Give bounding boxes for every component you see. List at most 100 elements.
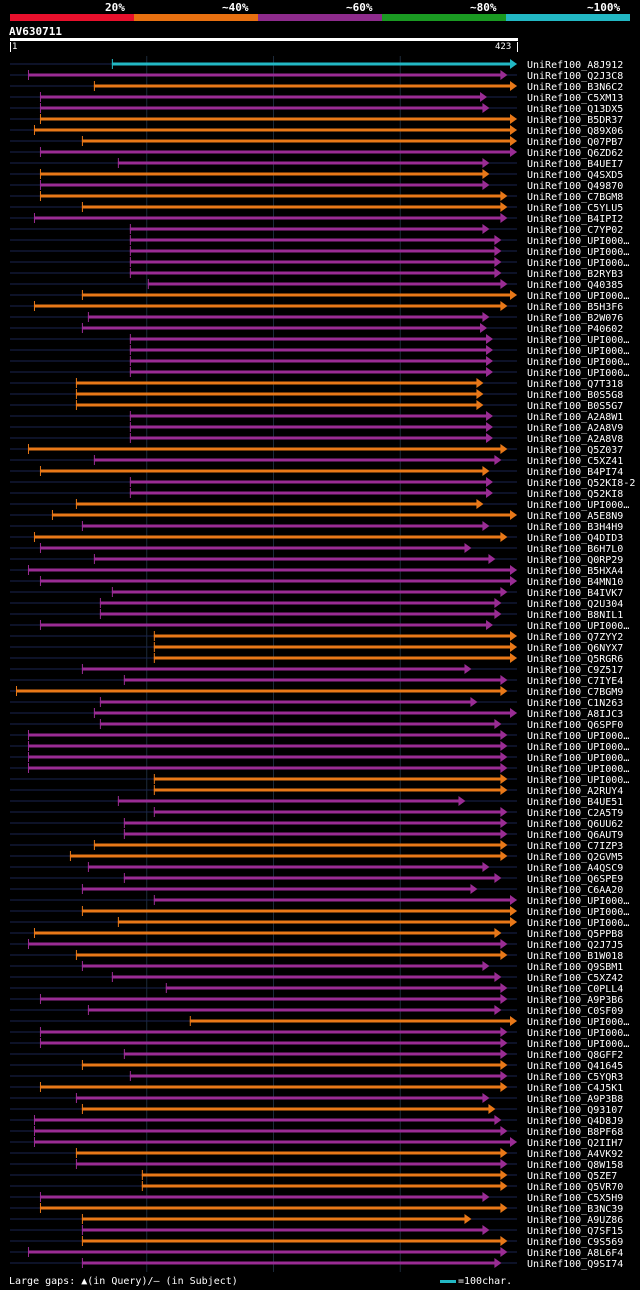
hit-bar [129, 1074, 502, 1078]
hit-name: UniRef100_UPI000… [527, 1017, 629, 1028]
hit-bar [39, 117, 511, 121]
hit-arrow [486, 620, 494, 630]
hit-arrow [470, 884, 478, 894]
hit-start-tick [141, 1170, 143, 1180]
hit-name: UniRef100_UPI000… [527, 621, 629, 632]
hit-name: UniRef100_B4MN10 [527, 577, 623, 588]
hit-name: UniRef100_B5HXA4 [527, 566, 623, 577]
hit-bar [123, 821, 502, 825]
hit-arrow [500, 213, 508, 223]
hit-start-tick [93, 81, 95, 91]
hit-bar [81, 293, 512, 297]
hit-bar [39, 194, 502, 198]
hit-arrow [500, 279, 508, 289]
hit-arrow [494, 455, 502, 465]
hit-arrow [494, 719, 502, 729]
hit-bar [81, 1261, 496, 1265]
hit-name: UniRef100_A8IJC3 [527, 709, 623, 720]
hit-name: UniRef100_C2A5T9 [527, 808, 623, 819]
hit-name: UniRef100_Q4DID3 [527, 533, 623, 544]
hit-name: UniRef100_Q8GFF2 [527, 1050, 623, 1061]
hit-bar [33, 1129, 502, 1133]
hit-name: UniRef100_C5X5H9 [527, 1193, 623, 1204]
hit-name: UniRef100_B3N6C2 [527, 82, 623, 93]
hit-start-tick [39, 1082, 41, 1092]
hit-arrow [482, 466, 490, 476]
hit-start-tick [147, 279, 149, 289]
hit-name: UniRef100_UPI000… [527, 236, 629, 247]
hit-start-tick [75, 400, 77, 410]
scale-label: 20% [105, 1, 125, 14]
scale-legend-label: =100char. [458, 1276, 513, 1287]
hit-arrow [500, 950, 508, 960]
hit-bar [81, 205, 502, 209]
scale-swatch [440, 1279, 456, 1283]
hit-bar [129, 491, 488, 495]
hit-bar [39, 1206, 502, 1210]
hit-arrow [500, 70, 508, 80]
hit-name: UniRef100_Q7ZYY2 [527, 632, 623, 643]
hit-arrow [488, 1104, 496, 1114]
hit-arrow [500, 202, 508, 212]
hit-arrow [494, 1258, 502, 1268]
hit-arrow [500, 829, 508, 839]
hit-name: UniRef100_B6H7L0 [527, 544, 623, 555]
hit-start-tick [33, 213, 35, 223]
hit-name: UniRef100_B5DR37 [527, 115, 623, 126]
hit-arrow [510, 653, 517, 663]
hit-start-tick [75, 499, 77, 509]
hit-arrow [482, 521, 490, 531]
hit-arrow [510, 642, 517, 652]
hit-name: UniRef100_A2A8V9 [527, 423, 623, 434]
hit-bar [93, 557, 490, 561]
hit-name: UniRef100_Q6UU62 [527, 819, 623, 830]
hit-start-tick [27, 939, 29, 949]
hit-bar [87, 315, 484, 319]
hit-start-tick [81, 1225, 83, 1235]
hit-start-tick [93, 840, 95, 850]
hit-start-tick [75, 378, 77, 388]
hit-arrow [510, 565, 517, 575]
hit-arrow [500, 983, 508, 993]
hit-start-tick [39, 147, 41, 157]
hit-start-tick [87, 1005, 89, 1015]
hit-arrow [482, 1192, 490, 1202]
hit-name: UniRef100_UPI000… [527, 368, 629, 379]
hit-start-tick [111, 587, 113, 597]
hit-name: UniRef100_B5H3F6 [527, 302, 623, 313]
hit-bar [81, 1228, 484, 1232]
hit-arrow [500, 763, 508, 773]
hit-bar [99, 612, 496, 616]
hit-start-tick [81, 1060, 83, 1070]
hit-start-tick [153, 653, 155, 663]
hit-name: UniRef100_Q0RP29 [527, 555, 623, 566]
hit-start-tick [129, 246, 131, 256]
hit-start-tick [129, 268, 131, 278]
scale-segment [258, 14, 382, 21]
hit-bar [27, 447, 502, 451]
hit-name: UniRef100_UPI000… [527, 918, 629, 929]
hit-arrow [500, 675, 508, 685]
hit-start-tick [39, 1038, 41, 1048]
hit-bar [75, 403, 478, 407]
hit-name: UniRef100_UPI000… [527, 775, 629, 786]
hit-name: UniRef100_C1N263 [527, 698, 623, 709]
hit-bar [123, 678, 502, 682]
hit-start-tick [33, 1126, 35, 1136]
hit-start-tick [87, 312, 89, 322]
hit-bar [39, 579, 511, 583]
hit-name: UniRef100_B2RYB3 [527, 269, 623, 280]
hit-bar [123, 1052, 502, 1056]
hit-start-tick [129, 356, 131, 366]
hit-arrow [510, 917, 517, 927]
hit-bar [75, 392, 478, 396]
hit-name: UniRef100_Q93107 [527, 1105, 623, 1116]
hit-arrow [494, 873, 502, 883]
hit-bar [189, 1019, 511, 1023]
hit-arrow [500, 1203, 508, 1213]
hit-name: UniRef100_C7BGM9 [527, 687, 623, 698]
hit-start-tick [129, 411, 131, 421]
scale-label: ~80% [470, 1, 497, 14]
hit-arrow [500, 818, 508, 828]
hit-start-tick [99, 598, 101, 608]
